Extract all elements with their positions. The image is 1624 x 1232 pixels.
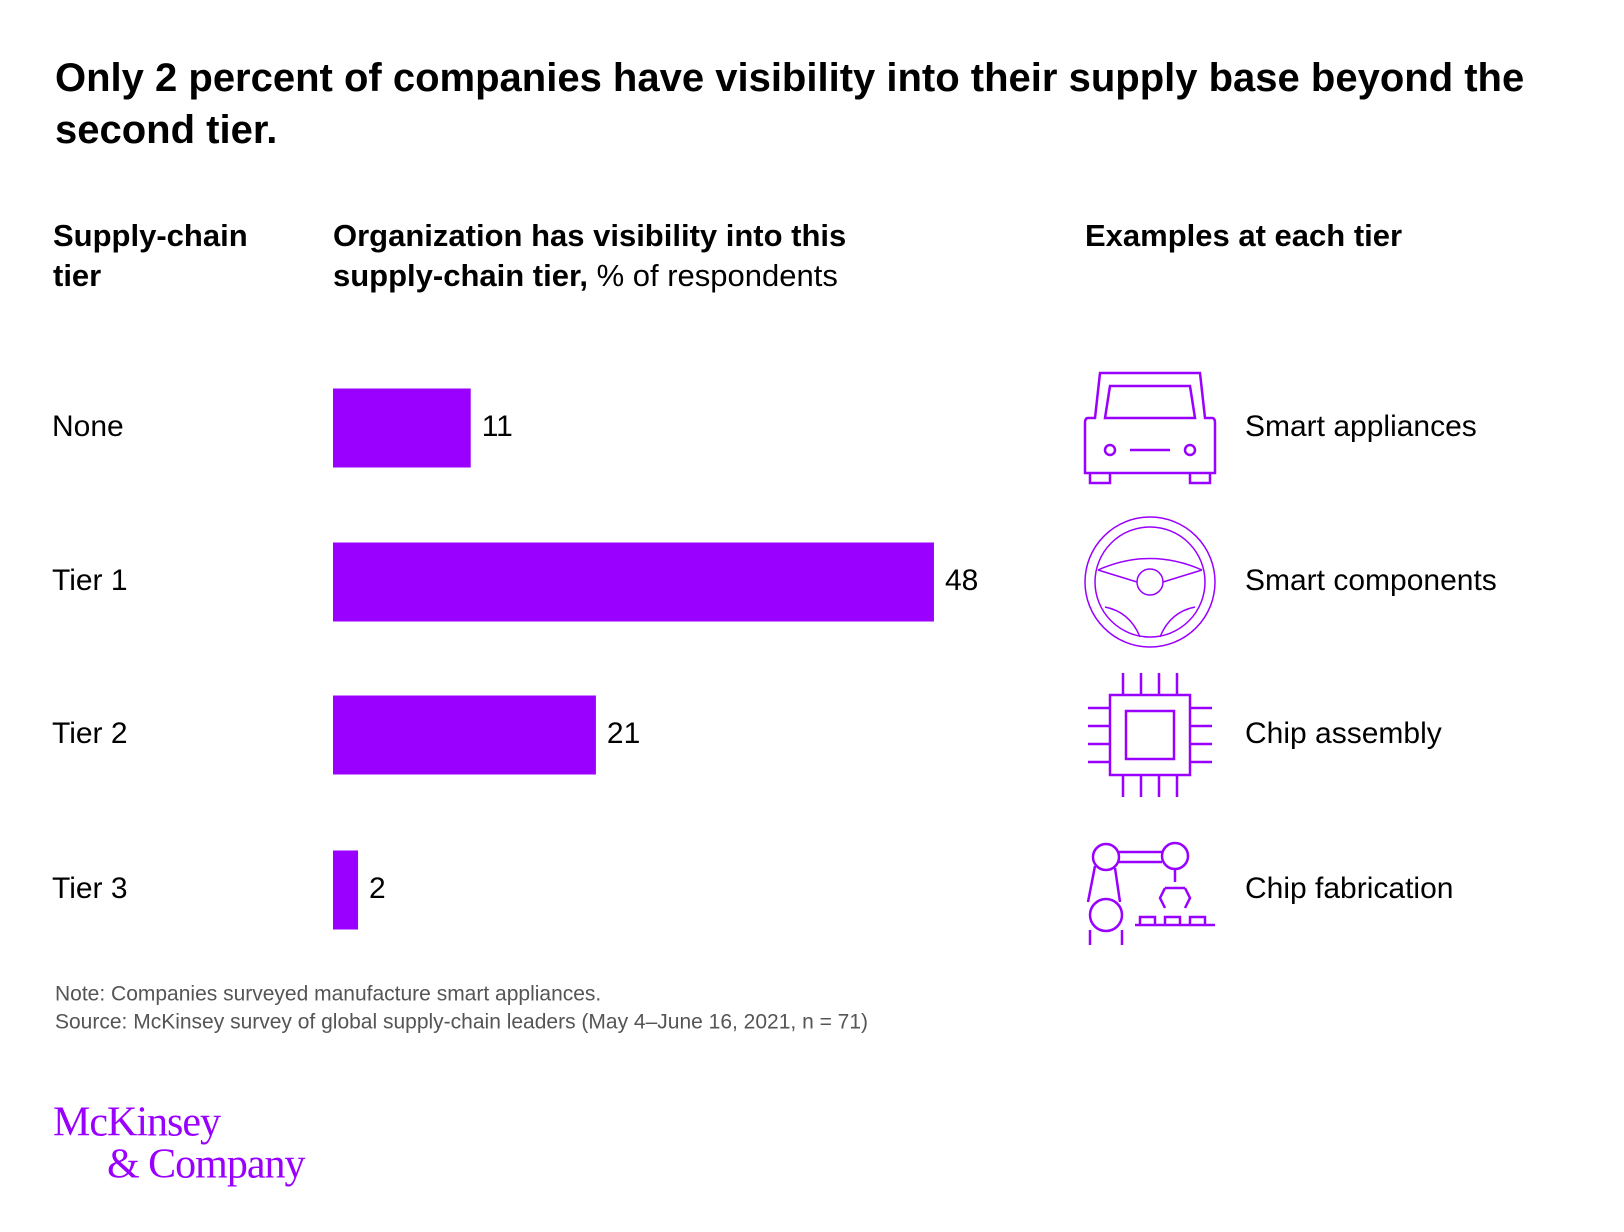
logo: McKinsey [53, 1100, 221, 1146]
value-label: 2 [369, 872, 386, 905]
example-label: Chip fabrication [1245, 872, 1453, 905]
car-icon [1083, 371, 1217, 485]
logo: & Company [107, 1142, 305, 1188]
value-header: Organization has visibility into this [333, 218, 846, 253]
bar [333, 695, 596, 775]
example-label: Smart components [1245, 564, 1497, 597]
wheel-icon [1084, 516, 1216, 648]
bar [333, 542, 934, 622]
bar [333, 850, 359, 930]
robot-icon [1086, 841, 1215, 945]
value-label: 48 [945, 564, 978, 597]
value-unit: % of respondents [597, 258, 838, 293]
chart-title: Only 2 percent of companies have visibil… [55, 56, 1524, 152]
source: Source: McKinsey survey of global supply… [55, 1011, 868, 1034]
examples-header: Examples at each tier [1085, 218, 1402, 253]
bar [333, 388, 471, 468]
note: Note: Companies surveyed manufacture sma… [55, 983, 601, 1006]
example-label: Chip assembly [1245, 717, 1442, 750]
category-label: Tier 1 [52, 564, 128, 597]
chip-icon [1088, 673, 1212, 797]
category-label: None [52, 410, 124, 443]
value-header-line: Organization has visibility into this sup… [333, 218, 846, 293]
value-label: 11 [482, 410, 513, 443]
category-label: Tier 3 [52, 872, 128, 905]
category-header: Supply-chain tier [53, 218, 248, 293]
example-label: Smart appliances [1245, 410, 1477, 443]
value-label: 21 [607, 717, 640, 750]
category-label: Tier 2 [52, 717, 128, 750]
